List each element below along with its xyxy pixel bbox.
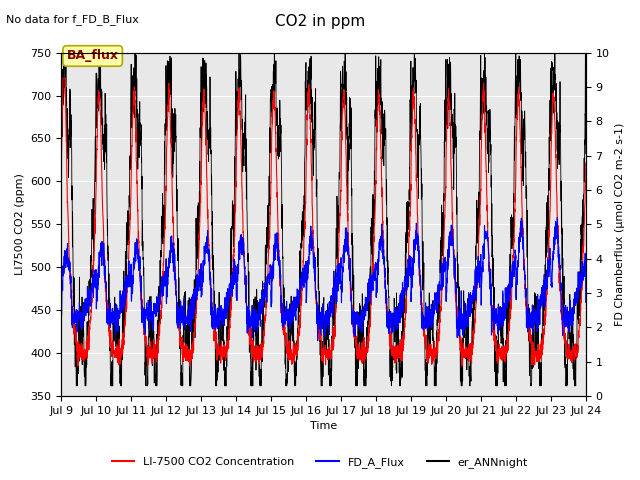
X-axis label: Time: Time — [310, 421, 337, 432]
Y-axis label: FD Chamberflux (μmol CO2 m-2 s-1): FD Chamberflux (μmol CO2 m-2 s-1) — [615, 123, 625, 326]
Y-axis label: LI7500 CO2 (ppm): LI7500 CO2 (ppm) — [15, 173, 25, 276]
Legend: LI-7500 CO2 Concentration, FD_A_Flux, er_ANNnight: LI-7500 CO2 Concentration, FD_A_Flux, er… — [108, 452, 532, 472]
Text: BA_flux: BA_flux — [67, 49, 118, 62]
Text: No data for f_FD_B_Flux: No data for f_FD_B_Flux — [6, 14, 140, 25]
Text: CO2 in ppm: CO2 in ppm — [275, 14, 365, 29]
